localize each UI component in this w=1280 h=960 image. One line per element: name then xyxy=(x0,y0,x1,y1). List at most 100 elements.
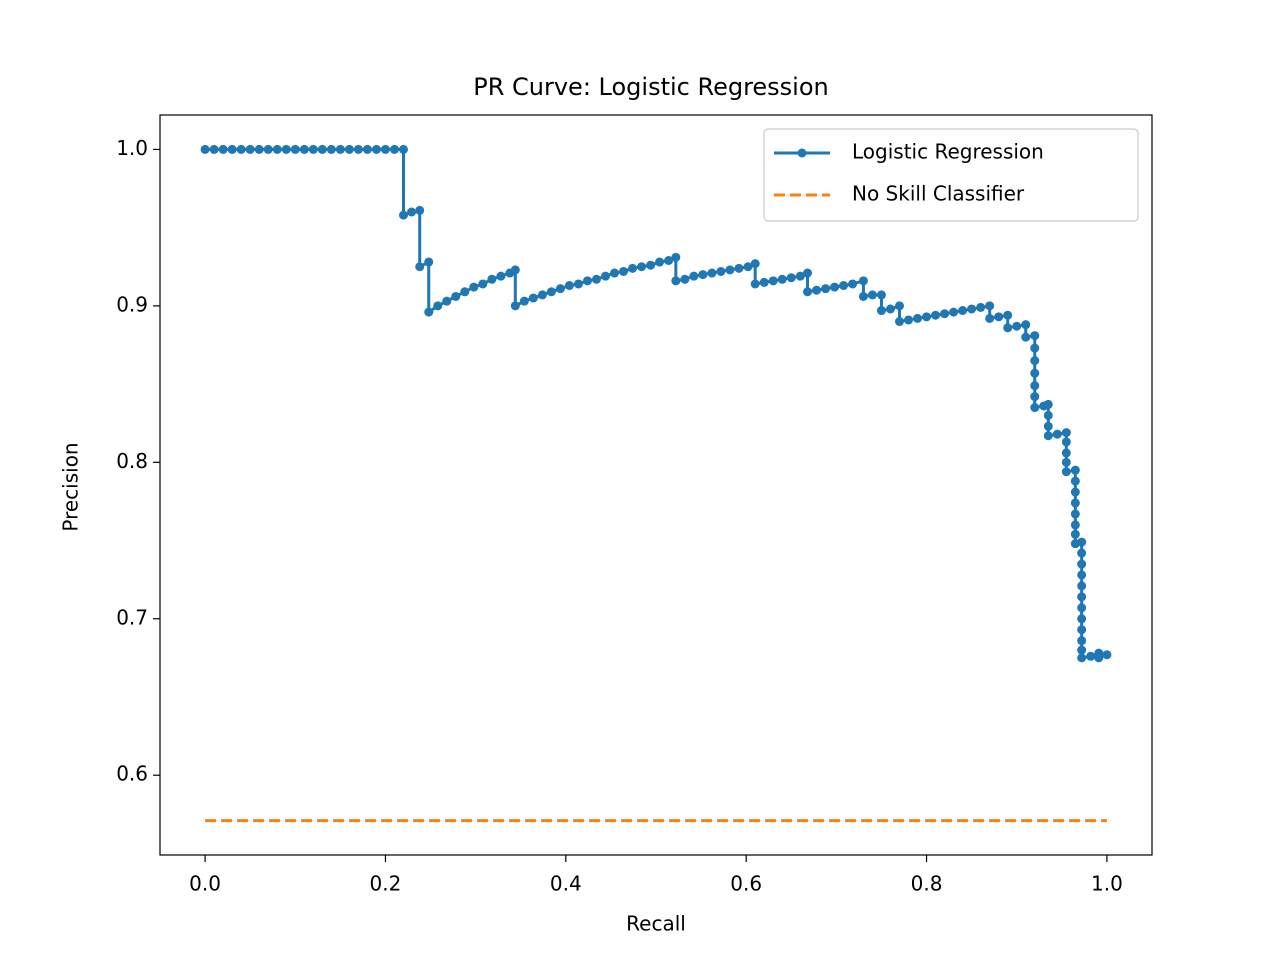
data-point xyxy=(380,144,390,154)
data-point xyxy=(227,144,237,154)
plot-area xyxy=(200,144,1112,823)
data-point xyxy=(1070,476,1080,486)
y-tick-label: 0.9 xyxy=(116,292,148,316)
data-point xyxy=(1077,537,1087,547)
data-point xyxy=(510,265,520,275)
legend-label: Logistic Regression xyxy=(852,140,1044,164)
data-point xyxy=(812,285,822,295)
data-point xyxy=(949,307,959,317)
data-point xyxy=(655,257,665,267)
data-point xyxy=(424,257,434,267)
data-point xyxy=(750,279,760,289)
data-point xyxy=(1077,548,1087,558)
data-point xyxy=(671,276,681,286)
data-point xyxy=(1077,581,1087,591)
data-point xyxy=(1030,381,1040,391)
data-point xyxy=(734,263,744,273)
data-point xyxy=(600,271,610,281)
data-point xyxy=(353,144,363,154)
data-point xyxy=(750,259,760,269)
data-point xyxy=(317,144,327,154)
data-point xyxy=(858,291,868,301)
data-point xyxy=(1012,321,1022,331)
data-point xyxy=(768,276,778,286)
data-point xyxy=(940,309,950,319)
data-point xyxy=(894,317,904,327)
data-point xyxy=(424,307,434,317)
data-point xyxy=(362,144,372,154)
data-point xyxy=(398,210,408,220)
data-point xyxy=(236,144,246,154)
data-point xyxy=(1061,457,1071,467)
data-point xyxy=(985,301,995,311)
data-point xyxy=(1070,520,1080,530)
data-point xyxy=(698,270,708,280)
data-point xyxy=(433,301,443,311)
data-point xyxy=(1077,625,1087,635)
data-point xyxy=(1061,448,1071,458)
data-point xyxy=(994,312,1004,322)
data-point xyxy=(680,274,690,284)
data-point xyxy=(876,290,886,300)
data-point xyxy=(922,312,932,322)
x-tick-label: 1.0 xyxy=(1091,872,1123,896)
data-point xyxy=(209,144,219,154)
data-point xyxy=(415,205,425,215)
data-point xyxy=(1030,343,1040,353)
data-point xyxy=(725,265,735,275)
data-point xyxy=(1077,570,1087,580)
data-point xyxy=(415,262,425,272)
data-point xyxy=(777,274,787,284)
data-point xyxy=(1043,431,1053,441)
data-point xyxy=(1021,320,1031,330)
data-point xyxy=(858,276,868,286)
data-point xyxy=(894,301,904,311)
x-tick-label: 0.0 xyxy=(189,872,221,896)
data-point xyxy=(582,276,592,286)
data-point xyxy=(308,144,318,154)
y-tick-label: 0.8 xyxy=(116,449,148,473)
data-point xyxy=(671,252,681,262)
data-point xyxy=(591,274,601,284)
data-point xyxy=(469,282,479,292)
data-point xyxy=(848,279,858,289)
x-tick-label: 0.8 xyxy=(911,872,943,896)
data-point xyxy=(1077,636,1087,646)
x-axis-label: Recall xyxy=(626,912,686,936)
data-point xyxy=(510,301,520,311)
data-point xyxy=(537,290,547,300)
data-point xyxy=(985,313,995,323)
data-point xyxy=(759,277,769,287)
data-point xyxy=(716,266,726,276)
data-point xyxy=(958,306,968,316)
data-point xyxy=(389,144,399,154)
data-point xyxy=(1052,429,1062,439)
data-point xyxy=(1043,421,1053,431)
data-point xyxy=(664,255,674,265)
data-point xyxy=(546,287,556,297)
data-point xyxy=(1086,651,1096,661)
data-point xyxy=(290,144,300,154)
data-point xyxy=(573,279,583,289)
data-point xyxy=(637,262,647,272)
data-point xyxy=(1021,332,1031,342)
data-point xyxy=(646,260,656,270)
data-point xyxy=(1061,437,1071,447)
data-point xyxy=(398,144,408,154)
data-point xyxy=(245,144,255,154)
data-point xyxy=(442,296,452,306)
data-point xyxy=(1030,392,1040,402)
data-point xyxy=(967,304,977,314)
data-point xyxy=(1030,403,1040,413)
data-point xyxy=(839,281,849,291)
data-point xyxy=(555,284,565,294)
data-point xyxy=(1070,529,1080,539)
data-point xyxy=(1061,467,1071,477)
data-point xyxy=(200,144,210,154)
data-point xyxy=(1102,650,1112,660)
y-tick-label: 0.7 xyxy=(116,605,148,629)
data-point xyxy=(407,207,417,217)
data-point xyxy=(821,284,831,294)
data-point xyxy=(1077,614,1087,624)
